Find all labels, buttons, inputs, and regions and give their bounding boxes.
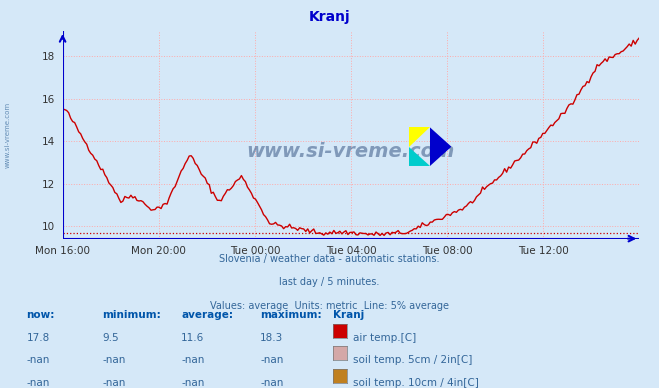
Text: minimum:: minimum:	[102, 310, 161, 320]
Text: www.si-vreme.com: www.si-vreme.com	[246, 142, 455, 161]
Text: -nan: -nan	[260, 378, 283, 388]
Text: 18.3: 18.3	[260, 333, 283, 343]
Text: now:: now:	[26, 310, 55, 320]
Text: www.si-vreme.com: www.si-vreme.com	[5, 102, 11, 168]
Text: 9.5: 9.5	[102, 333, 119, 343]
Text: -nan: -nan	[102, 355, 125, 365]
Text: 11.6: 11.6	[181, 333, 204, 343]
Text: last day / 5 minutes.: last day / 5 minutes.	[279, 277, 380, 288]
Text: Slovenia / weather data - automatic stations.: Slovenia / weather data - automatic stat…	[219, 254, 440, 264]
Text: soil temp. 10cm / 4in[C]: soil temp. 10cm / 4in[C]	[353, 378, 478, 388]
Text: Kranj: Kranj	[333, 310, 364, 320]
Polygon shape	[430, 127, 451, 166]
Text: 17.8: 17.8	[26, 333, 49, 343]
Text: Values: average  Units: metric  Line: 5% average: Values: average Units: metric Line: 5% a…	[210, 301, 449, 311]
Polygon shape	[409, 127, 430, 147]
Text: -nan: -nan	[181, 378, 204, 388]
Polygon shape	[409, 147, 430, 166]
Text: -nan: -nan	[260, 355, 283, 365]
Text: maximum:: maximum:	[260, 310, 322, 320]
Text: -nan: -nan	[181, 355, 204, 365]
Text: -nan: -nan	[26, 355, 49, 365]
Text: soil temp. 5cm / 2in[C]: soil temp. 5cm / 2in[C]	[353, 355, 472, 365]
Text: air temp.[C]: air temp.[C]	[353, 333, 416, 343]
Text: -nan: -nan	[26, 378, 49, 388]
Text: average:: average:	[181, 310, 233, 320]
Text: -nan: -nan	[102, 378, 125, 388]
Text: Kranj: Kranj	[308, 10, 351, 24]
